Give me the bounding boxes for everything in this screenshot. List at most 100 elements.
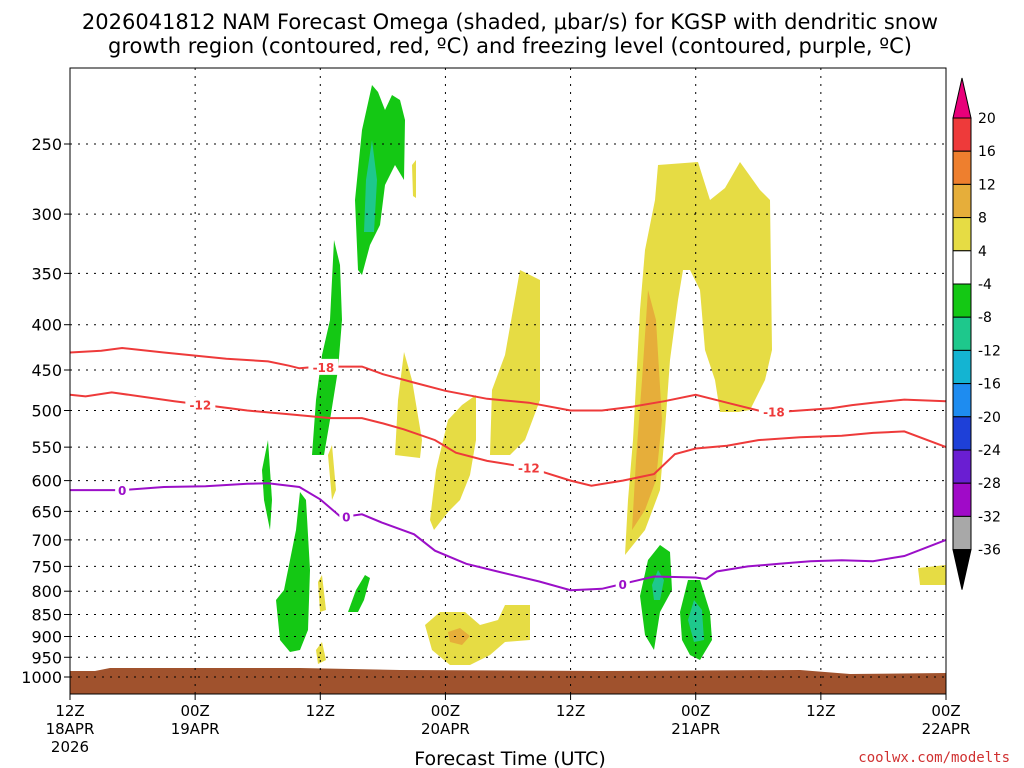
y-tick-label: 850 xyxy=(31,606,62,625)
colorbar-label: -28 xyxy=(978,476,1001,492)
x-tick-date-label: 22APR xyxy=(922,720,971,738)
omega-downward-region xyxy=(425,605,530,665)
contour-label: -12 xyxy=(190,398,212,412)
contour-line--18C xyxy=(69,346,947,414)
x-tick-date-label: 21APR xyxy=(671,720,720,738)
x-tick-label: 12Z xyxy=(556,702,585,720)
contour-label-bg xyxy=(513,459,544,476)
omega-upward-core xyxy=(364,140,377,232)
x-tick-date-label: 18APR xyxy=(46,720,95,738)
y-tick-label: 700 xyxy=(31,531,62,550)
contour-label: -18 xyxy=(313,361,335,375)
omega-upward-region xyxy=(276,492,310,652)
colorbar-segment xyxy=(952,449,972,484)
y-tick-label: 800 xyxy=(31,582,62,601)
y-tick-label: 500 xyxy=(31,402,62,421)
x-tick-date-label: 20APR xyxy=(421,720,470,738)
colorbar-label: 20 xyxy=(978,111,996,127)
contour-label-bg xyxy=(758,403,789,420)
x-tick-label: 12Z xyxy=(806,702,835,720)
contour-label-bg xyxy=(615,575,630,592)
colorbar-label: -24 xyxy=(978,443,1001,459)
colorbar-label: 16 xyxy=(978,144,996,160)
colorbar-segment xyxy=(952,383,972,418)
contour-label-bg xyxy=(339,508,354,525)
contour-label: 0 xyxy=(342,511,350,525)
omega-upward-region xyxy=(348,575,370,612)
omega-upward-region xyxy=(262,440,272,530)
colorbar-label: 8 xyxy=(978,211,987,227)
chart-title-line2: growth region (contoured, red, ºC) and f… xyxy=(108,34,912,58)
x-tick-label: 00Z xyxy=(931,702,960,720)
colorbar-segment xyxy=(952,482,972,517)
x-tick-year-label: 2026 xyxy=(51,738,89,756)
x-tick-label: 00Z xyxy=(681,702,710,720)
omega-downward-region xyxy=(412,160,416,198)
omega-downward-region xyxy=(490,270,540,455)
y-tick-label: 750 xyxy=(31,557,62,576)
colorbar-label: -16 xyxy=(978,377,1001,393)
contour-label-bg xyxy=(308,358,339,375)
contour-line--12C xyxy=(69,391,947,487)
colorbar-label: 4 xyxy=(978,244,987,260)
omega-upward-region xyxy=(312,240,342,455)
contour-label-bg xyxy=(185,396,216,413)
colorbar-label: -32 xyxy=(978,509,1001,525)
colorbar-segment xyxy=(952,316,972,351)
y-tick-label: 600 xyxy=(31,472,62,491)
y-tick-label: 300 xyxy=(31,205,62,224)
omega-downward-region xyxy=(430,395,476,530)
y-tick-label: 350 xyxy=(31,264,62,283)
colorbar-label: -12 xyxy=(978,343,1001,359)
colorbar-segment xyxy=(952,183,972,219)
colorbar-label: -20 xyxy=(978,410,1001,426)
x-tick-label: 12Z xyxy=(306,702,335,720)
colorbar-segment xyxy=(952,250,972,285)
contour-label: 0 xyxy=(118,484,126,498)
colorbar-legend: 20 16 12 8 4 -4 -8 -12 -16 -20 -24 -28 -32 -36 xyxy=(952,77,1001,590)
credit-text: coolwx.com/modelts xyxy=(858,750,1010,766)
x-tick-label: 00Z xyxy=(431,702,460,720)
colorbar-segment xyxy=(952,349,972,385)
x-tick-date-label: 19APR xyxy=(171,720,220,738)
contour-line-0C xyxy=(70,482,947,592)
colorbar-label: -36 xyxy=(978,543,1001,559)
y-tick-label: 400 xyxy=(31,316,62,335)
colorbar-label: -8 xyxy=(978,310,992,326)
contour-label: 0 xyxy=(619,578,627,592)
omega-downward-core xyxy=(448,628,470,645)
colorbar-bottom-arrow xyxy=(952,549,972,590)
colorbar-segment xyxy=(952,117,972,152)
omega-downward-region xyxy=(328,445,336,500)
y-tick-label: 450 xyxy=(31,361,62,380)
colorbar-segment xyxy=(952,416,972,451)
y-tick-label: 550 xyxy=(31,438,62,457)
x-tick-label: 00Z xyxy=(180,702,209,720)
colorbar-label: 12 xyxy=(978,177,996,193)
plot-frame xyxy=(69,67,947,695)
omega-downward-region xyxy=(918,565,946,585)
temperature-contours: -18 -18 -12 -12 0 0 0 xyxy=(69,346,947,592)
y-tick-label: 900 xyxy=(31,627,62,646)
y-axis: 250 300 350 400 450 500 550 600 650 700 750 800 850 9… xyxy=(21,135,70,687)
chart-title-line1: 2026041812 NAM Forecast Omega (shaded, μ… xyxy=(82,10,938,34)
contour-label-bg xyxy=(115,482,130,499)
colorbar-segment xyxy=(952,150,972,185)
terrain-below-ground xyxy=(70,668,946,694)
colorbar-segment xyxy=(952,515,972,551)
omega-downward-region xyxy=(318,575,326,612)
contour-label: -18 xyxy=(763,406,785,420)
x-axis-title: Forecast Time (UTC) xyxy=(414,748,605,768)
omega-downward-region xyxy=(625,162,772,555)
y-tick-label: 950 xyxy=(31,648,62,667)
contour-label: -12 xyxy=(518,462,540,476)
y-tick-label: 650 xyxy=(31,502,62,521)
y-tick-label: 1000 xyxy=(21,668,62,687)
colorbar-segment xyxy=(952,283,972,318)
colorbar-segment xyxy=(952,217,972,252)
x-tick-label: 12Z xyxy=(55,702,84,720)
omega-downward-region xyxy=(316,642,326,664)
y-tick-label: 250 xyxy=(31,135,62,154)
